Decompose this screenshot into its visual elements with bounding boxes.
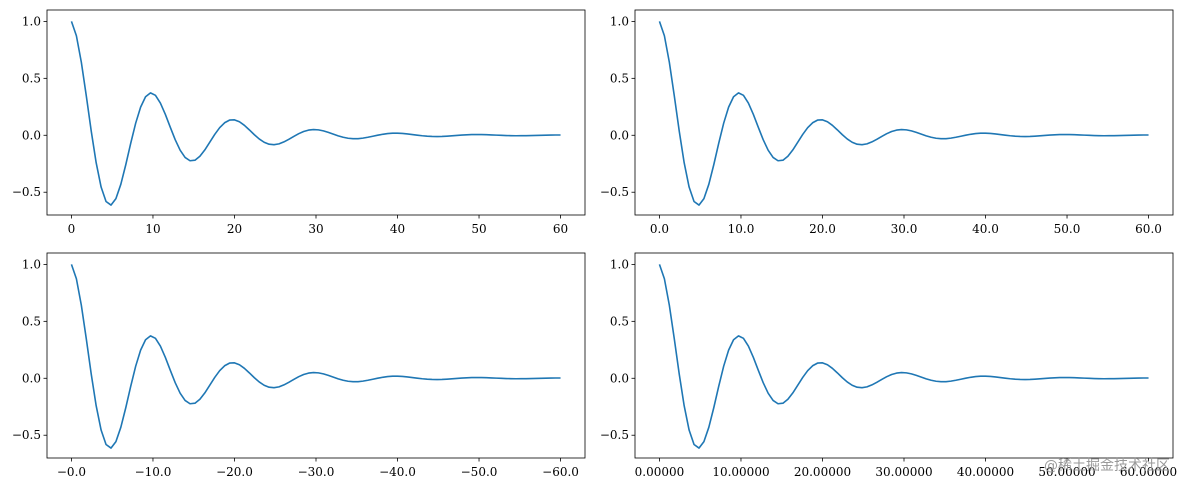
x-tick-label: 20	[227, 222, 242, 236]
watermark-text: @稀土掘金技术社区	[1044, 458, 1170, 474]
x-tick-label: 10	[145, 222, 160, 236]
x-tick-label: −0.0	[57, 465, 86, 479]
y-tick-label: 0.0	[610, 128, 629, 142]
x-tick-label: 40	[390, 222, 405, 236]
y-tick-label: −0.5	[12, 185, 41, 199]
x-tick-label: −60.0	[542, 465, 579, 479]
x-tick-label: −30.0	[298, 465, 335, 479]
axes-frame	[46, 9, 586, 216]
y-tick-label: 0.5	[22, 314, 41, 328]
series-line	[70, 264, 561, 449]
x-tick-label: 30.00000	[875, 465, 932, 479]
chart-panel-bottom-right: 1.0 0.5 0.0 −0.5 0.00000 10.00000 20.00000 30.0…	[600, 252, 1177, 479]
x-tick-label: 60.0	[1135, 222, 1162, 236]
chart-panel-top-right: 1.0 0.5 0.0 −0.5 0.0 10.0 20.0 30.0 40.0 50.0 60.0	[600, 9, 1174, 236]
x-tick-label: −20.0	[216, 465, 253, 479]
x-tick-label: 60.00000	[1120, 465, 1177, 479]
series-line	[70, 21, 561, 206]
y-tick-label: 0.5	[610, 314, 629, 328]
y-tick-label: −0.5	[600, 185, 629, 199]
x-tick-label: 0.00000	[635, 465, 685, 479]
axes-frame	[634, 9, 1174, 216]
y-tick-label: −0.5	[600, 428, 629, 442]
y-tick-label: 0.5	[610, 71, 629, 85]
y-tick-label: 1.0	[610, 257, 629, 271]
x-tick-label: 0.0	[650, 222, 669, 236]
x-tick-label: 10.0	[728, 222, 755, 236]
chart-panel-top-left: 1.0 0.5 0.0 −0.5 0 10 20 30 40 50 60	[12, 9, 586, 236]
x-tick-label: 50.0	[1054, 222, 1081, 236]
y-tick-label: 0.0	[610, 371, 629, 385]
x-tick-label: 50.00000	[1038, 465, 1095, 479]
x-tick-label: 50	[471, 222, 486, 236]
x-tick-label: 30	[308, 222, 323, 236]
series-line	[658, 21, 1149, 206]
x-tick-label: 0	[68, 222, 76, 236]
y-tick-label: 0.5	[22, 71, 41, 85]
y-tick-label: −0.5	[12, 428, 41, 442]
x-tick-label: 40.00000	[957, 465, 1014, 479]
y-tick-label: 1.0	[610, 14, 629, 28]
x-tick-label: 30.0	[891, 222, 918, 236]
x-tick-label: −10.0	[135, 465, 172, 479]
x-tick-label: 20.0	[809, 222, 836, 236]
x-tick-label: 10.00000	[712, 465, 769, 479]
y-tick-label: 1.0	[22, 14, 41, 28]
y-tick-label: 0.0	[22, 371, 41, 385]
axes-frame	[634, 252, 1174, 459]
x-tick-label: −50.0	[461, 465, 498, 479]
series-line	[658, 264, 1149, 449]
y-tick-label: 0.0	[22, 128, 41, 142]
axes-frame	[46, 252, 586, 459]
y-tick-label: 1.0	[22, 257, 41, 271]
x-tick-label: −40.0	[379, 465, 416, 479]
x-tick-label: 20.00000	[794, 465, 851, 479]
x-tick-label: 40.0	[972, 222, 999, 236]
chart-panel-bottom-left: 1.0 0.5 0.0 −0.5 −0.0 −10.0 −20.0 −30.0 −40.0 −50…	[12, 252, 586, 479]
x-tick-label: 60	[553, 222, 568, 236]
